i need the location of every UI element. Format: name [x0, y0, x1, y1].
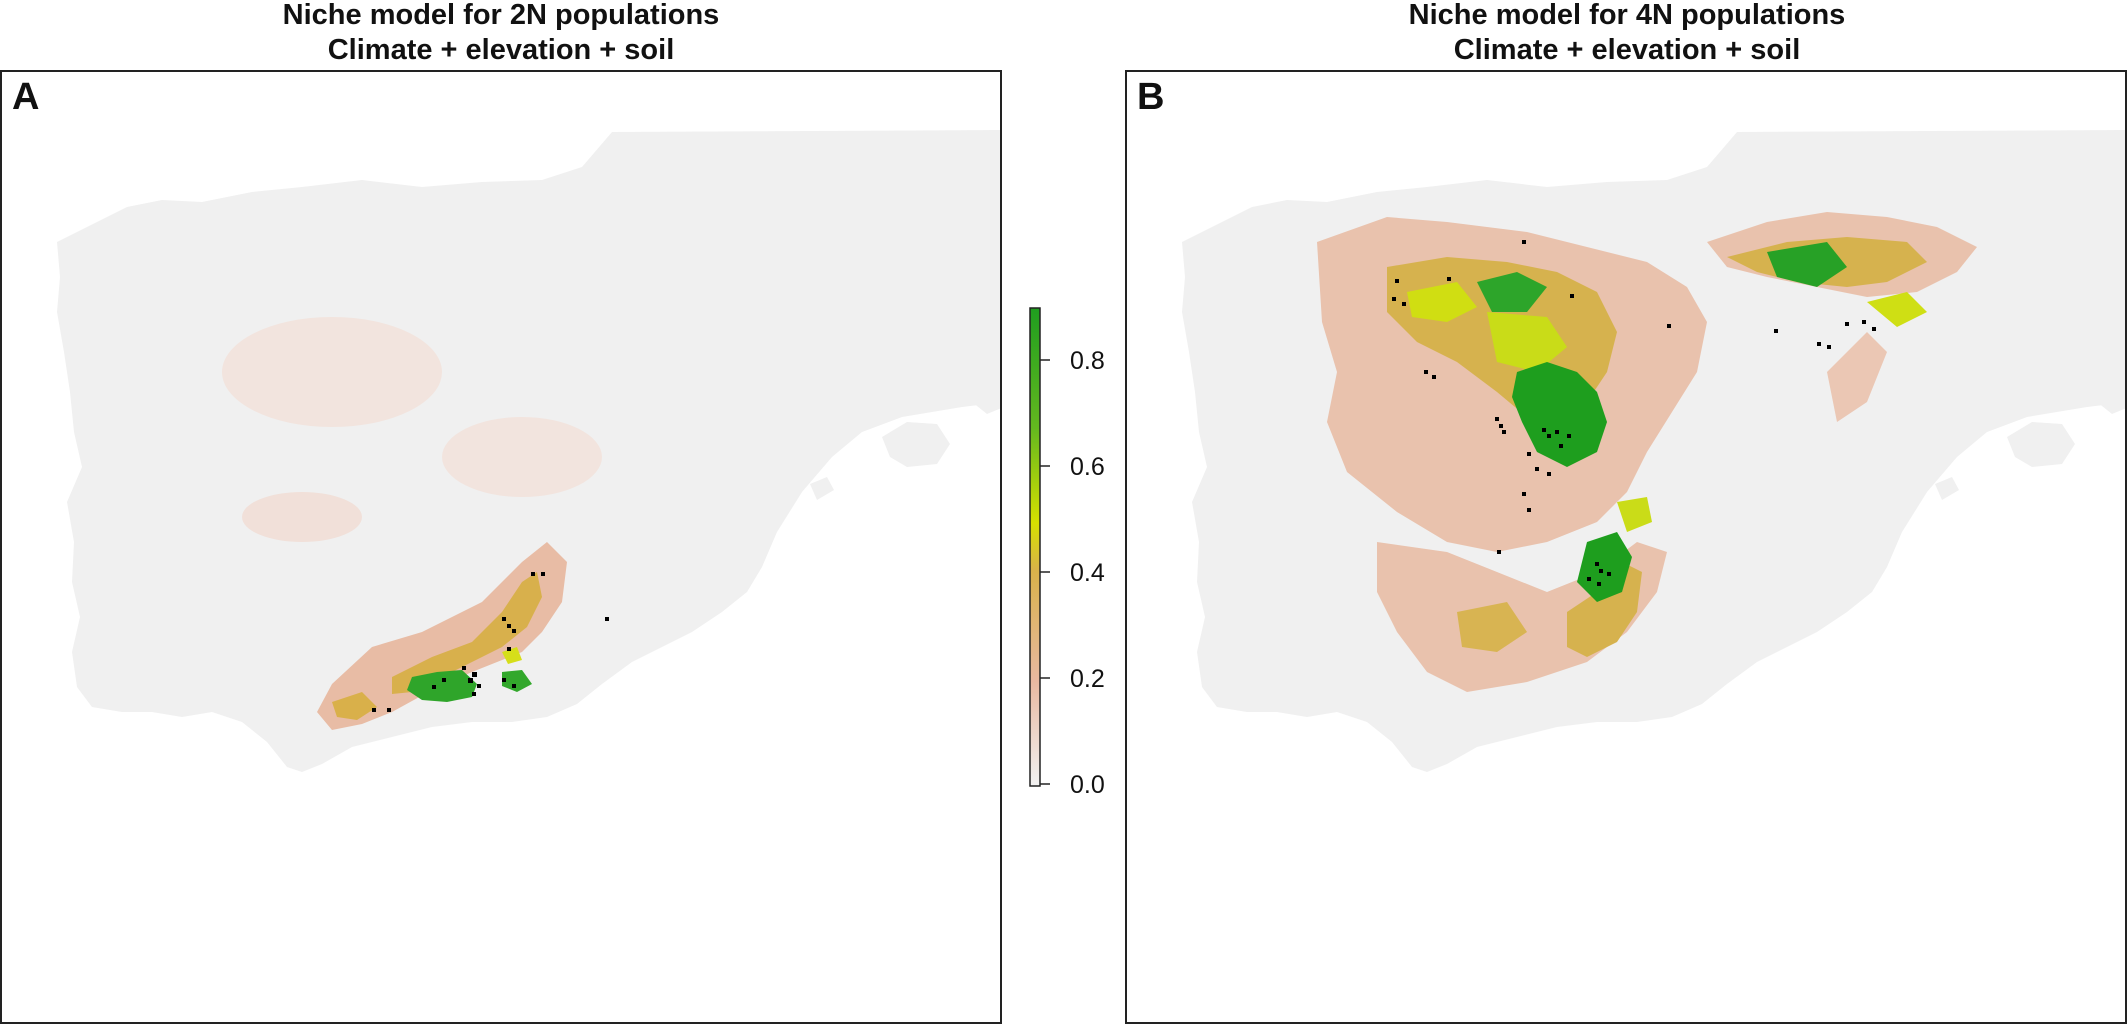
- occurrence-points: [372, 572, 609, 712]
- suitability-high: [407, 670, 477, 702]
- legend-colorbar: [1029, 307, 1041, 787]
- legend-tick-4: 0.8: [1070, 347, 1105, 375]
- suitability-high-northeast: [1767, 242, 1847, 287]
- suitability-color-legend: 0.0 0.2 0.4 0.6 0.8: [1029, 307, 1105, 799]
- panel-a-label: A: [12, 76, 40, 118]
- suitability-high-southeast: [1577, 532, 1632, 602]
- ibiza: [810, 477, 834, 500]
- mallorca: [2007, 422, 2075, 467]
- iberia-map-b: [1182, 130, 2125, 772]
- suitability-faint-2: [242, 492, 362, 542]
- suitability-yellow-3: [1867, 292, 1927, 327]
- suitability-high-2: [502, 670, 532, 692]
- suitability-low: [317, 542, 567, 730]
- legend-tick-1: 0.2: [1070, 665, 1105, 693]
- suitability-low-east: [1827, 332, 1887, 422]
- suitability-mid-south: [1457, 602, 1527, 652]
- suitability-yellow-1: [1407, 282, 1477, 322]
- ibiza: [1935, 477, 1959, 500]
- panel-b-title-line2: Climate + elevation + soil: [1453, 34, 1801, 66]
- panel-b-map: B: [1125, 70, 2127, 1024]
- legend-tick-3: 0.6: [1070, 453, 1105, 481]
- panel-a-title: Niche model for 2N populations Climate +…: [0, 0, 1002, 68]
- panel-b-label: B: [1137, 76, 1165, 118]
- panel-b-title: Niche model for 4N populations Climate +…: [1126, 0, 2128, 68]
- suitability-faint-1: [222, 317, 442, 427]
- menorca: [972, 397, 1000, 414]
- suitability-high-central: [1512, 362, 1607, 467]
- legend-tick-2: 0.4: [1070, 559, 1105, 587]
- occurrence-points: [1392, 240, 1876, 586]
- suitability-mid-2: [332, 692, 377, 720]
- suitability-high-3: [502, 647, 522, 664]
- suitability-faint-3: [442, 417, 602, 497]
- suitability-yellow-2: [1487, 312, 1567, 372]
- iberia-map-a: [57, 130, 1000, 772]
- panel-a-title-line2: Climate + elevation + soil: [327, 34, 675, 66]
- legend-tick-0: 0.0: [1070, 771, 1105, 799]
- mallorca: [882, 422, 950, 467]
- iberia-landmass: [1182, 130, 2125, 772]
- panel-a-map: A: [0, 70, 1002, 1024]
- panel-a-title-line1: Niche model for 2N populations: [282, 0, 720, 31]
- panel-b-title-line1: Niche model for 4N populations: [1408, 0, 1846, 31]
- suitability-yellow-4: [1617, 497, 1652, 532]
- suitability-mid: [392, 572, 542, 694]
- menorca: [2097, 397, 2125, 414]
- suitability-high-central-2: [1477, 272, 1547, 312]
